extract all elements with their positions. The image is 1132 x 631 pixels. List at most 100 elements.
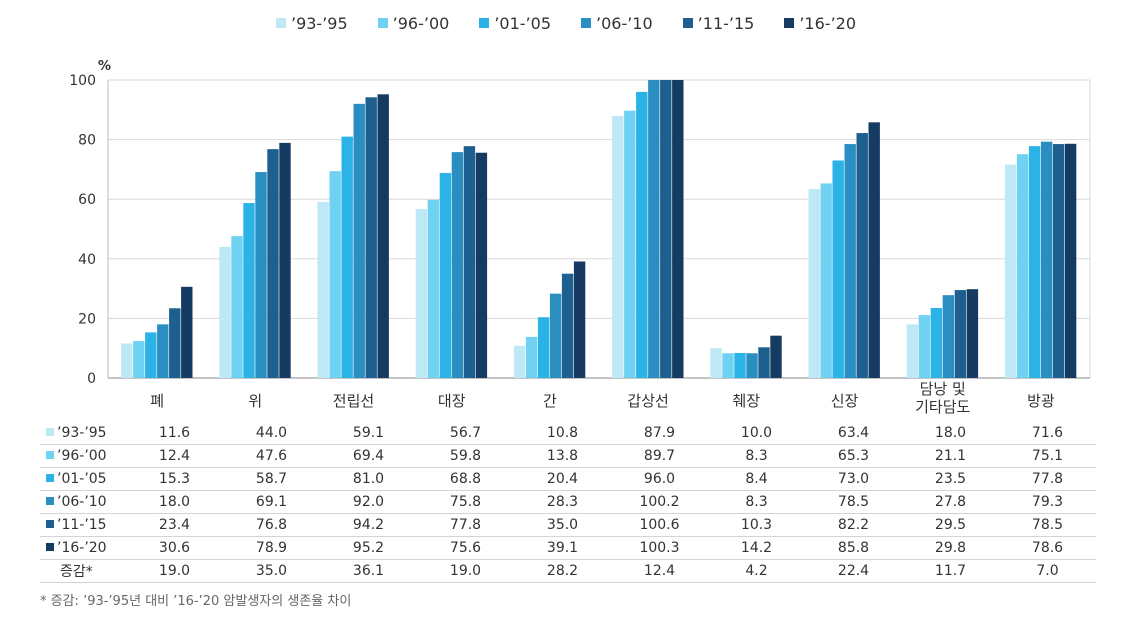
table-cell: 78.5 [999, 513, 1096, 537]
bar [463, 146, 476, 378]
legend: ’93-’95 ’96-’00 ’01-’05 ’06-’10 ’11-’15 ’16-’… [0, 12, 1132, 34]
bar [267, 149, 279, 378]
table-cell: 85.8 [805, 536, 902, 560]
bar [365, 97, 377, 378]
legend-item: ’93-’95 [275, 13, 348, 33]
table-row: ’01-’05 15.3 58.7 81.0 68.8 20.4 96.0 8.4 73.0 23… [40, 467, 1096, 491]
bars [121, 80, 1077, 379]
table-cell: 23.4 [126, 513, 223, 537]
bar [918, 315, 931, 378]
legend-label: ’06-’10 [596, 13, 653, 33]
table-cell: 96.0 [611, 467, 708, 491]
legend-item: ’96-’00 [377, 13, 450, 33]
y-tick-label: 60 [78, 192, 96, 208]
legend-swatch [784, 18, 795, 28]
legend-item: ’11-’15 [682, 14, 754, 33]
bar [353, 103, 365, 378]
bar [231, 236, 243, 378]
legend-item: ’06-’10 [581, 14, 653, 33]
row-swatch [46, 520, 54, 528]
legend-label: ’16-’20 [799, 13, 857, 33]
bar [169, 308, 181, 378]
bar [255, 172, 267, 378]
table-cell: 89.7 [611, 444, 708, 468]
bar [451, 152, 464, 378]
legend-item: ’16-’20 [784, 14, 856, 33]
footnote: * 증감: ’93-’95년 대비 ’16-’20 암발생자의 생존율 차이 [40, 594, 352, 609]
table-cell: 78.5 [805, 490, 902, 514]
category-label: 대장 [438, 392, 466, 410]
category-label: 위 [248, 392, 262, 410]
legend-swatch [479, 18, 490, 28]
table-row: ’16-’20 30.6 78.9 95.2 75.6 39.1 100.3 14.2 85.8… [40, 536, 1096, 560]
table-cell: 69.1 [223, 490, 320, 514]
table-row: ’11-’15 23.4 76.8 94.2 77.8 35.0 100.6 10.3 82.2… [40, 513, 1096, 537]
table-row-total: 증감* 19.0 35.0 36.1 19.0 28.2 12.4 4.2 22.4 11.7 7.… [40, 559, 1096, 583]
y-tick-label: 20 [78, 311, 96, 327]
row-swatch [46, 474, 54, 482]
table-cell: 20.4 [514, 467, 611, 491]
table-cell: 75.1 [999, 444, 1096, 468]
row-header: ’11-’15 [40, 513, 126, 537]
table-cell: 18.0 [126, 490, 223, 514]
row-swatch [46, 451, 54, 459]
table-cell: 73.0 [805, 467, 902, 491]
legend-swatch [377, 18, 388, 28]
table-cell: 68.8 [417, 467, 514, 491]
table-cell: 87.9 [611, 422, 708, 445]
bar [820, 183, 832, 378]
table-cell: 78.9 [223, 536, 320, 560]
table-cell: 12.4 [126, 444, 223, 468]
bar [573, 261, 586, 378]
bar [279, 142, 291, 378]
y-axis-unit-label: % [98, 59, 111, 74]
y-tick-label: 40 [78, 252, 96, 268]
table-cell: 10.8 [514, 422, 611, 445]
bar [648, 80, 660, 378]
bar [930, 307, 943, 378]
bar [734, 352, 746, 378]
bar [808, 189, 820, 378]
table-cell: 100.6 [611, 513, 708, 537]
table-cell: 79.3 [999, 490, 1096, 514]
bar [439, 172, 452, 378]
table-cell: 44.0 [223, 422, 320, 445]
table-cell: 81.0 [320, 467, 417, 491]
bar [341, 136, 353, 378]
row-label: ’11-’15 [57, 517, 107, 533]
row-header: ’96-’00 [40, 444, 126, 468]
table-cell: 29.5 [902, 513, 999, 537]
bar [513, 345, 526, 378]
bar [1004, 164, 1017, 378]
row-label: ’06-’10 [57, 494, 107, 510]
table-cell: 71.6 [999, 422, 1096, 445]
bar [966, 289, 979, 378]
category-label: 전립선 [333, 392, 374, 410]
bar [537, 317, 550, 378]
bar [1028, 146, 1041, 378]
table-cell: 77.8 [999, 467, 1096, 491]
row-label: ’16-’20 [57, 540, 107, 556]
table-cell: 15.3 [126, 467, 223, 491]
table-cell: 19.0 [126, 559, 223, 583]
bar [243, 203, 255, 378]
data-table: ’93-’95 11.6 44.0 59.1 56.7 10.8 87.9 10.0 63.4 1… [40, 422, 1096, 583]
table-cell: 39.1 [514, 536, 611, 560]
legend-label: ’93-’95 [290, 13, 348, 33]
bar [525, 336, 538, 378]
table-cell: 10.3 [708, 513, 805, 537]
table-cell: 12.4 [611, 559, 708, 583]
bar [415, 209, 428, 378]
table-cell: 27.8 [902, 490, 999, 514]
table-row: ’93-’95 11.6 44.0 59.1 56.7 10.8 87.9 10.0 63.4 1… [40, 422, 1096, 445]
table-cell: 47.6 [223, 444, 320, 468]
table-cell: 100.3 [611, 536, 708, 560]
table-cell: 78.6 [999, 536, 1096, 560]
bar [942, 295, 955, 378]
legend-label: ’96-’00 [392, 13, 450, 33]
bar [722, 353, 734, 378]
bar [856, 133, 868, 378]
table-cell: 58.7 [223, 467, 320, 491]
y-tick-label: 100 [69, 73, 96, 89]
bar [672, 80, 684, 378]
